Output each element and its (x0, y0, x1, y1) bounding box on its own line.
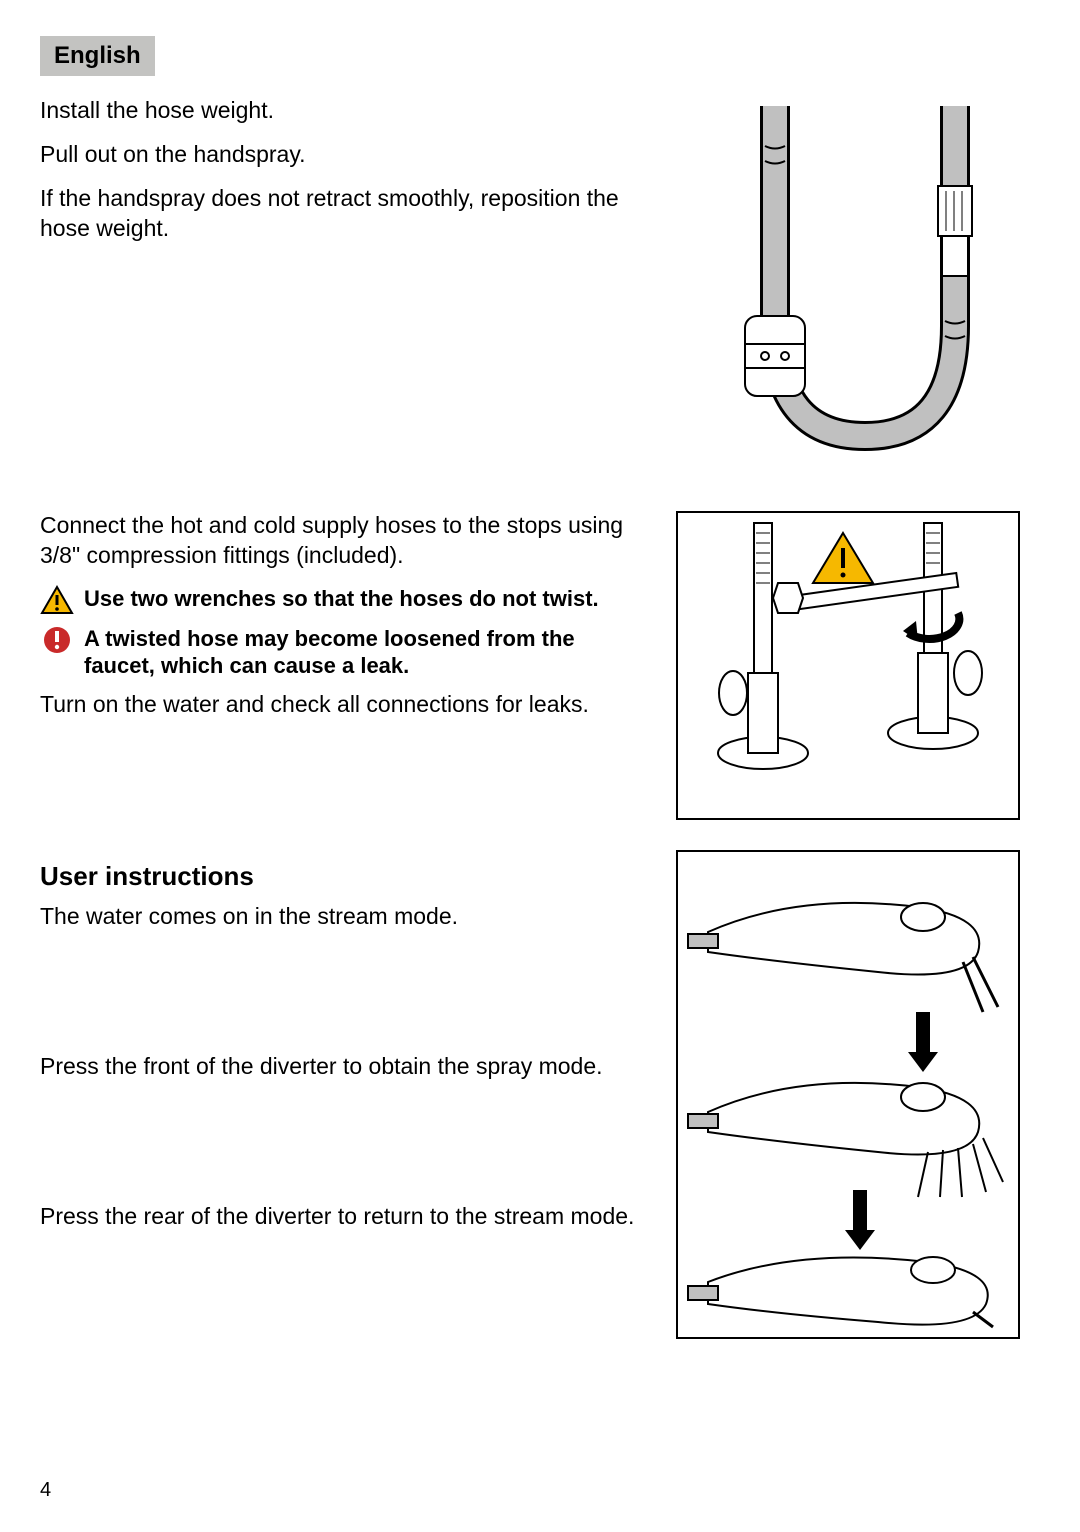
section-heading: User instructions (40, 860, 646, 894)
supply-connection-icon (678, 513, 1018, 813)
page: English Install the hose weight. Pull ou… (0, 0, 1080, 1532)
hose-weight-icon (680, 96, 1020, 476)
warning-line: A twisted hose may become loosened from … (40, 625, 646, 680)
text-column: Install the hose weight. Pull out on the… (40, 96, 650, 258)
section-user-instructions: User instructions The water comes on in … (40, 850, 1020, 1339)
warning-text: Use two wrenches so that the hoses do no… (84, 585, 599, 613)
language-tag: English (40, 36, 155, 76)
instruction-text: Press the rear of the diverter to return… (40, 1202, 646, 1232)
figure-spray-modes (676, 850, 1020, 1339)
instruction-text: If the handspray does not retract smooth… (40, 184, 650, 244)
figure-hose-weight (680, 96, 1020, 481)
instruction-text: Turn on the water and check all connecti… (40, 690, 646, 720)
spray-modes-icon (678, 852, 1018, 1332)
warning-triangle-icon (40, 585, 74, 615)
section-supply-hoses: Connect the hot and cold supply hoses to… (40, 511, 1020, 820)
section-hose-weight: Install the hose weight. Pull out on the… (40, 96, 1020, 481)
figure-supply-connection (676, 511, 1020, 820)
warning-circle-icon (40, 625, 74, 655)
page-number: 4 (40, 1479, 51, 1502)
instruction-text: Install the hose weight. (40, 96, 650, 126)
instruction-text: Pull out on the handspray. (40, 140, 650, 170)
warning-line: Use two wrenches so that the hoses do no… (40, 585, 646, 615)
instruction-text: Connect the hot and cold supply hoses to… (40, 511, 646, 571)
text-column: User instructions The water comes on in … (40, 850, 646, 1231)
instruction-text: Press the front of the diverter to obtai… (40, 1052, 646, 1082)
instruction-text: The water comes on in the stream mode. (40, 902, 646, 932)
warning-text: A twisted hose may become loosened from … (84, 625, 646, 680)
text-column: Connect the hot and cold supply hoses to… (40, 511, 646, 734)
